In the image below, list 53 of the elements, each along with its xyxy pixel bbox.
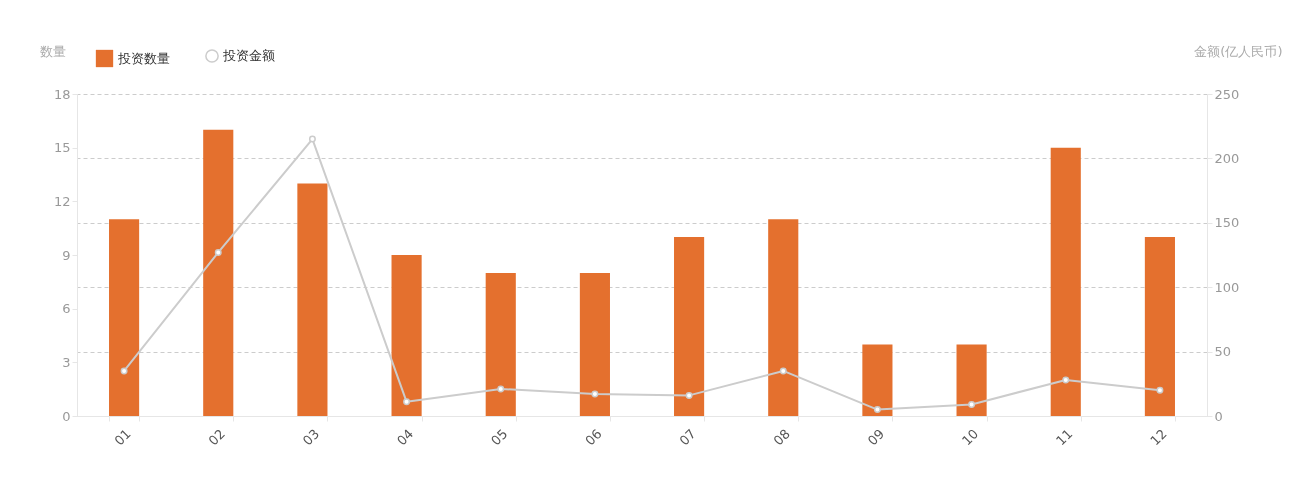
bar xyxy=(674,237,705,416)
point xyxy=(120,367,128,375)
y2-tick-label: 0 xyxy=(1214,408,1223,424)
x-tick-label: 03 xyxy=(299,426,323,449)
y-tick-label: 9 xyxy=(62,247,71,263)
y2-tick-label: 100 xyxy=(1214,279,1240,295)
bar xyxy=(297,183,328,416)
bar xyxy=(1050,147,1081,416)
x-tick-label: 02 xyxy=(205,426,228,449)
y-tick-label: 3 xyxy=(62,354,71,370)
bar xyxy=(109,219,140,416)
x-tick-label: 07 xyxy=(676,426,699,449)
y2-tick-label: 150 xyxy=(1214,215,1240,231)
x-tick-label: 10 xyxy=(958,426,982,449)
bar xyxy=(1144,237,1175,416)
y2-tick-label: 200 xyxy=(1214,150,1240,166)
bar xyxy=(862,344,893,416)
point xyxy=(1156,386,1164,394)
x-tick-label: 09 xyxy=(864,426,888,449)
x-tick-label: 12 xyxy=(1147,426,1170,449)
point xyxy=(1062,376,1070,384)
y2-tick-label: 50 xyxy=(1214,344,1232,360)
point xyxy=(591,390,599,398)
x-tick-label: 06 xyxy=(582,426,605,449)
x-tick-label: 05 xyxy=(488,426,511,449)
y-tick-label: 0 xyxy=(62,408,71,424)
y-tick-label: 6 xyxy=(62,301,71,317)
bar xyxy=(956,344,987,416)
y2-tick-label: 250 xyxy=(1214,86,1240,102)
point xyxy=(779,367,787,375)
x-tick-label: 08 xyxy=(770,426,793,449)
bar xyxy=(485,272,516,416)
legend-label: 投资数量 xyxy=(117,50,170,66)
x-tick-label: 01 xyxy=(111,426,134,449)
x-tick-label: 11 xyxy=(1053,426,1076,449)
point xyxy=(873,406,881,414)
y-tick-label: 15 xyxy=(53,140,71,156)
y2-axis-title: 金额(亿人民币) xyxy=(1194,43,1283,59)
point xyxy=(685,391,693,399)
bar xyxy=(203,129,234,416)
point xyxy=(403,398,411,406)
point xyxy=(308,135,316,143)
point xyxy=(968,400,976,408)
bar xyxy=(391,255,422,416)
bar xyxy=(768,219,799,416)
point xyxy=(497,385,505,393)
y-axis-title: 数量 xyxy=(39,43,66,59)
y-tick-label: 18 xyxy=(53,86,71,102)
x-tick-label: 04 xyxy=(393,426,417,449)
y-tick-label: 12 xyxy=(53,193,71,209)
point xyxy=(214,248,222,256)
bar xyxy=(579,272,610,416)
legend-label: 投资金额 xyxy=(222,48,275,63)
